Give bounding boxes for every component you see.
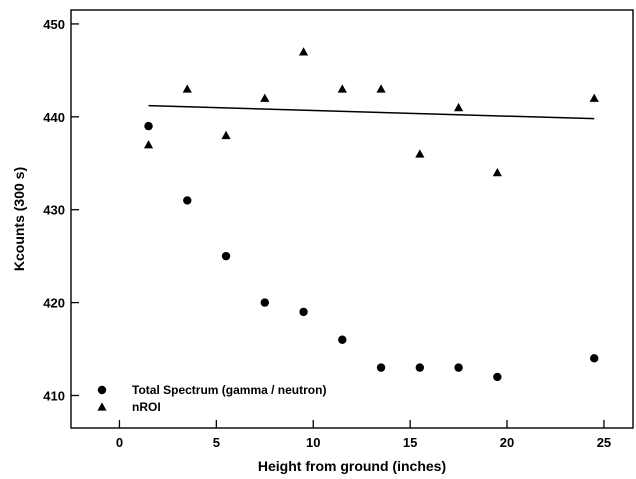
x-tick-label: 25 (597, 435, 611, 450)
nroi-point (337, 84, 347, 93)
y-tick-label: 410 (43, 388, 65, 403)
total-spectrum-point (144, 121, 153, 131)
x-tick-label: 10 (306, 435, 320, 450)
y-tick-label: 430 (43, 203, 65, 218)
x-tick-label: 20 (500, 435, 514, 450)
nroi-fit-line (148, 104, 595, 120)
nroi-point (492, 167, 502, 177)
x-tick-label: 0 (116, 435, 123, 450)
total-spectrum-point (221, 251, 231, 261)
x-axis: 0 5 10 15 20 25 (116, 420, 611, 450)
y-axis: 410 420 430 440 450 (43, 17, 79, 403)
legend-label: Total Spectrum (gamma / neutron) (132, 383, 326, 397)
plot-frame (70, 9, 634, 429)
legend: Total Spectrum (gamma / neutron) nROI (97, 383, 326, 414)
total-spectrum-point (260, 298, 269, 307)
x-axis-label: Height from ground (inches) (258, 458, 446, 474)
total-spectrum-point (454, 363, 463, 372)
nroi-point (589, 93, 599, 102)
total-spectrum-point (183, 196, 192, 205)
legend-marker-nroi (97, 402, 107, 411)
nroi-point (143, 140, 154, 149)
legend-marker-total-spectrum (97, 385, 107, 395)
total-spectrum-point (376, 363, 386, 372)
total-spectrum-point (415, 363, 425, 372)
total-spectrum-point (338, 335, 347, 344)
nroi-point (221, 130, 231, 140)
total-spectrum-point (493, 372, 502, 382)
fit-lines (148, 104, 595, 120)
x-tick-label: 15 (403, 435, 417, 450)
nroi-point (182, 84, 192, 93)
nroi-point (453, 102, 464, 112)
y-tick-label: 420 (43, 296, 65, 311)
x-tick-label: 5 (213, 435, 220, 450)
nroi-point (298, 47, 309, 56)
total-spectrum-point (590, 354, 599, 363)
data-markers (143, 47, 599, 382)
nroi-point (376, 84, 386, 93)
total-spectrum-point (299, 307, 308, 317)
y-axis-label: Kcounts (300 s) (11, 167, 27, 271)
y-tick-label: 440 (43, 110, 65, 125)
nroi-point (415, 149, 425, 158)
y-tick-label: 450 (43, 17, 65, 32)
legend-label: nROI (132, 400, 161, 414)
nroi-point (260, 93, 270, 102)
